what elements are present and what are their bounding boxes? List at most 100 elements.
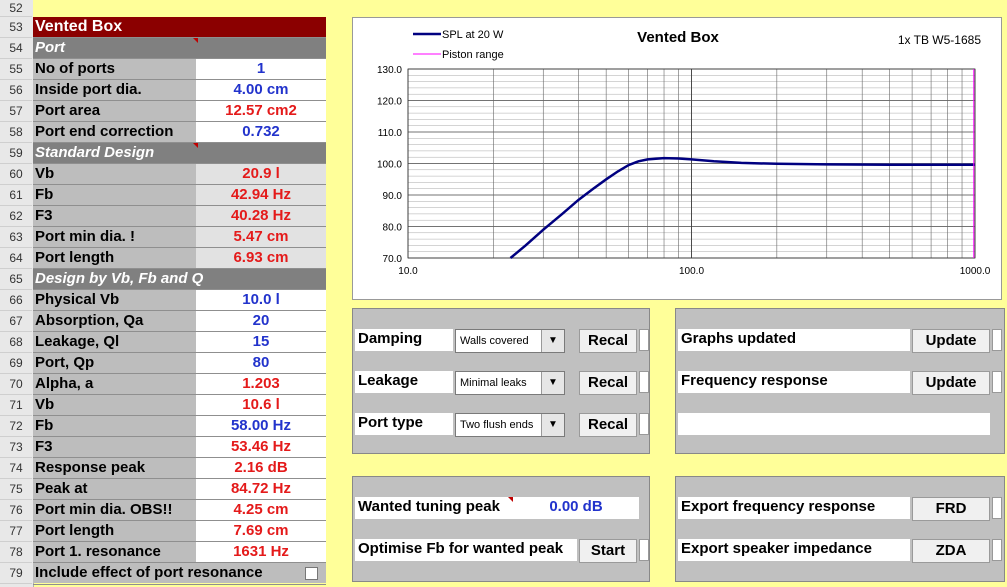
row-number[interactable]: 67: [0, 311, 32, 332]
section-standard-row: Standard Design: [33, 143, 326, 164]
row-number[interactable]: 63: [0, 227, 32, 248]
include-port-resonance-label: Include effect of port resonance: [33, 563, 326, 583]
parameter-value[interactable]: 4.00 cm: [196, 80, 326, 100]
row-number[interactable]: 70: [0, 374, 32, 395]
parameter-value[interactable]: 80: [196, 353, 326, 373]
row-number[interactable]: 69: [0, 353, 32, 374]
row-number[interactable]: 62: [0, 206, 32, 227]
include-port-resonance-checkbox[interactable]: [305, 567, 318, 580]
parameter-value[interactable]: 10.6 l: [196, 395, 326, 415]
parameter-value[interactable]: 40.28 Hz: [196, 206, 326, 226]
parameter-value[interactable]: 2.16 dB: [196, 458, 326, 478]
row-number[interactable]: 60: [0, 164, 32, 185]
port-type-recal-button[interactable]: Recal: [579, 413, 637, 437]
parameter-row: Fb 42.94 Hz: [33, 185, 326, 206]
parameter-value[interactable]: 4.25 cm: [196, 500, 326, 520]
panel-title: Vented Box: [33, 17, 326, 37]
parameter-row: Port length 7.69 cm: [33, 521, 326, 542]
row-number[interactable]: 76: [0, 500, 32, 521]
parameter-label: Port, Qp: [33, 353, 196, 373]
row-number[interactable]: 65: [0, 269, 32, 290]
parameter-label: Physical Vb: [33, 290, 196, 310]
row-number[interactable]: 75: [0, 479, 32, 500]
parameter-value[interactable]: 5.47 cm: [196, 227, 326, 247]
comment-marker[interactable]: [193, 143, 198, 148]
parameter-value[interactable]: 1.203: [196, 374, 326, 394]
frequency-response-chart: Vented Box 1x TB W5-1685 130.0 120.0 110.0…: [352, 17, 1002, 300]
parameter-value[interactable]: 15: [196, 332, 326, 352]
parameter-label: Alpha, a: [33, 374, 196, 394]
comment-marker[interactable]: [508, 497, 513, 502]
row-number[interactable]: 72: [0, 416, 32, 437]
empty-cell: [678, 413, 990, 435]
parameter-value[interactable]: 6.93 cm: [196, 248, 326, 268]
section-vbfbq-row: Design by Vb, Fb and Q: [33, 269, 326, 290]
row-number[interactable]: 68: [0, 332, 32, 353]
row-number[interactable]: 61: [0, 185, 32, 206]
plot-frame: [407, 68, 976, 259]
row-number[interactable]: 59: [0, 143, 32, 164]
leakage-recal-button[interactable]: Recal: [579, 371, 637, 395]
port-type-value: Two flush ends: [460, 419, 534, 431]
chart-lines: [509, 69, 975, 259]
parameter-value[interactable]: 20: [196, 311, 326, 331]
export-frd-button[interactable]: FRD: [912, 497, 990, 521]
row-number[interactable]: 54: [0, 38, 32, 59]
parameter-value[interactable]: 42.94 Hz: [196, 185, 326, 205]
export-zda-button[interactable]: ZDA: [912, 539, 990, 563]
parameter-value[interactable]: 1: [196, 59, 326, 79]
row-number[interactable]: 52: [0, 0, 32, 17]
freqresp-indicator: [992, 371, 1002, 393]
row-number[interactable]: 73: [0, 437, 32, 458]
port-type-select[interactable]: Two flush ends ▼: [455, 413, 565, 437]
row-number[interactable]: 55: [0, 59, 32, 80]
port-type-indicator: [639, 413, 649, 435]
leakage-select[interactable]: Minimal leaks ▼: [455, 371, 565, 395]
damping-label: Damping: [355, 329, 453, 351]
start-button[interactable]: Start: [579, 539, 637, 563]
parameter-value[interactable]: 58.00 Hz: [196, 416, 326, 436]
row-number[interactable]: 74: [0, 458, 32, 479]
parameter-value[interactable]: 20.9 l: [196, 164, 326, 184]
y-tick-label: 70.0: [383, 254, 403, 265]
tuning-panel: Wanted tuning peak 0.00 dB Optimise Fb f…: [352, 476, 650, 582]
row-number[interactable]: 57: [0, 101, 32, 122]
parameter-value[interactable]: 7.69 cm: [196, 521, 326, 541]
parameter-value[interactable]: 1631 Hz: [196, 542, 326, 562]
damping-select[interactable]: Walls covered ▼: [455, 329, 565, 353]
parameter-row: Response peak 2.16 dB: [33, 458, 326, 479]
parameter-value[interactable]: 84.72 Hz: [196, 479, 326, 499]
parameter-label: Inside port dia.: [33, 80, 196, 100]
chevron-down-icon[interactable]: ▼: [541, 372, 564, 394]
y-tick-label: 100.0: [377, 160, 402, 171]
damping-recal-button[interactable]: Recal: [579, 329, 637, 353]
chart-grid: 130.0 120.0 110.0 100.0 90.0 80.0 70.010.0 100.…: [377, 65, 991, 277]
row-number[interactable]: 53: [0, 17, 32, 38]
row-number[interactable]: 56: [0, 80, 32, 101]
parameter-value[interactable]: 12.57 cm2: [196, 101, 326, 121]
frequency-response-update-button[interactable]: Update: [912, 371, 990, 395]
comment-marker[interactable]: [193, 38, 198, 43]
parameter-label: Vb: [33, 164, 196, 184]
parameter-label: Response peak: [33, 458, 196, 478]
parameter-value[interactable]: 53.46 Hz: [196, 437, 326, 457]
row-number[interactable]: 64: [0, 248, 32, 269]
row-number[interactable]: 58: [0, 122, 32, 143]
y-tick-label: 90.0: [383, 191, 403, 202]
row-number[interactable]: 66: [0, 290, 32, 311]
panel-title-row: Vented Box: [33, 17, 326, 38]
chevron-down-icon[interactable]: ▼: [541, 414, 564, 436]
chevron-down-icon[interactable]: ▼: [541, 330, 564, 352]
row-number[interactable]: 77: [0, 521, 32, 542]
leakage-label: Leakage: [355, 371, 453, 393]
row-number[interactable]: 79: [0, 563, 32, 584]
row-number[interactable]: 78: [0, 542, 32, 563]
legend-label: SPL at 20 W: [442, 29, 504, 41]
row-number[interactable]: 71: [0, 395, 32, 416]
export-speaker-impedance-label: Export speaker impedance: [678, 539, 910, 561]
wanted-tuning-peak-value[interactable]: 0.00 dB: [513, 497, 639, 519]
graphs-update-button[interactable]: Update: [912, 329, 990, 353]
parameter-value[interactable]: 0.732: [196, 122, 326, 142]
parameter-value[interactable]: 10.0 l: [196, 290, 326, 310]
section-standard-design: Standard Design: [33, 143, 326, 163]
